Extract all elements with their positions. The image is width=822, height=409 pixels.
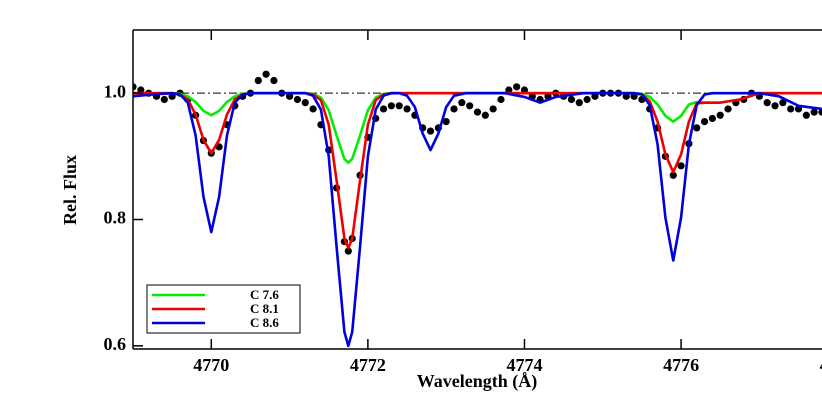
data-point bbox=[450, 105, 458, 113]
data-point bbox=[724, 105, 732, 113]
y-axis-label: Rel. Flux bbox=[60, 155, 80, 225]
legend-label: C 8.6 bbox=[250, 315, 279, 330]
x-tick-label: 4778 bbox=[820, 355, 822, 375]
data-point bbox=[254, 76, 262, 85]
data-point bbox=[285, 92, 294, 100]
data-point bbox=[669, 171, 677, 179]
data-point bbox=[137, 86, 145, 94]
data-point bbox=[575, 99, 583, 107]
x-tick-label: 4776 bbox=[663, 355, 699, 375]
data-point bbox=[133, 83, 137, 91]
data-point bbox=[622, 92, 630, 100]
data-point bbox=[818, 108, 822, 116]
data-point bbox=[497, 95, 505, 104]
data-point bbox=[708, 114, 716, 123]
data-point bbox=[426, 127, 435, 135]
data-point bbox=[787, 105, 795, 113]
data-point bbox=[763, 99, 771, 107]
legend-label: C 7.6 bbox=[250, 287, 279, 302]
data-point bbox=[802, 111, 810, 119]
data-point bbox=[466, 102, 474, 110]
legend-label: C 8.1 bbox=[250, 301, 279, 316]
data-point bbox=[771, 102, 779, 110]
data-point bbox=[293, 95, 302, 104]
data-point bbox=[160, 95, 168, 104]
plot-area bbox=[133, 70, 822, 348]
data-point bbox=[810, 108, 818, 116]
data-point bbox=[583, 95, 591, 104]
data-point bbox=[458, 99, 466, 107]
x-tick-label: 4770 bbox=[193, 355, 229, 375]
y-tick-label: 0.6 bbox=[104, 334, 127, 354]
data-point bbox=[505, 86, 513, 94]
y-tick-label: 0.8 bbox=[104, 208, 127, 228]
data-point bbox=[677, 162, 685, 170]
model-line bbox=[133, 91, 822, 348]
data-point bbox=[379, 105, 388, 113]
data-point bbox=[591, 92, 599, 100]
x-tick-label: 4774 bbox=[506, 355, 542, 375]
x-axis-label: Wavelength (Å) bbox=[417, 371, 538, 392]
data-point bbox=[520, 86, 529, 94]
data-point bbox=[403, 105, 411, 113]
data-point bbox=[481, 111, 489, 119]
data-point bbox=[395, 102, 403, 110]
data-point bbox=[344, 247, 352, 255]
data-point bbox=[779, 99, 787, 107]
data-point bbox=[489, 105, 497, 113]
y-tick-label: 1.0 bbox=[104, 81, 127, 101]
data-point bbox=[693, 124, 701, 132]
data-point bbox=[513, 83, 521, 91]
data-point bbox=[270, 76, 278, 85]
data-point bbox=[301, 99, 309, 107]
model-line bbox=[133, 91, 822, 250]
x-tick-label: 4772 bbox=[350, 355, 386, 375]
data-point bbox=[262, 70, 270, 78]
data-point bbox=[716, 111, 724, 119]
data-point bbox=[567, 95, 576, 104]
data-point bbox=[309, 105, 317, 113]
data-point bbox=[387, 102, 395, 110]
data-point bbox=[473, 108, 482, 116]
data-point bbox=[700, 117, 709, 126]
data-point bbox=[442, 117, 450, 126]
